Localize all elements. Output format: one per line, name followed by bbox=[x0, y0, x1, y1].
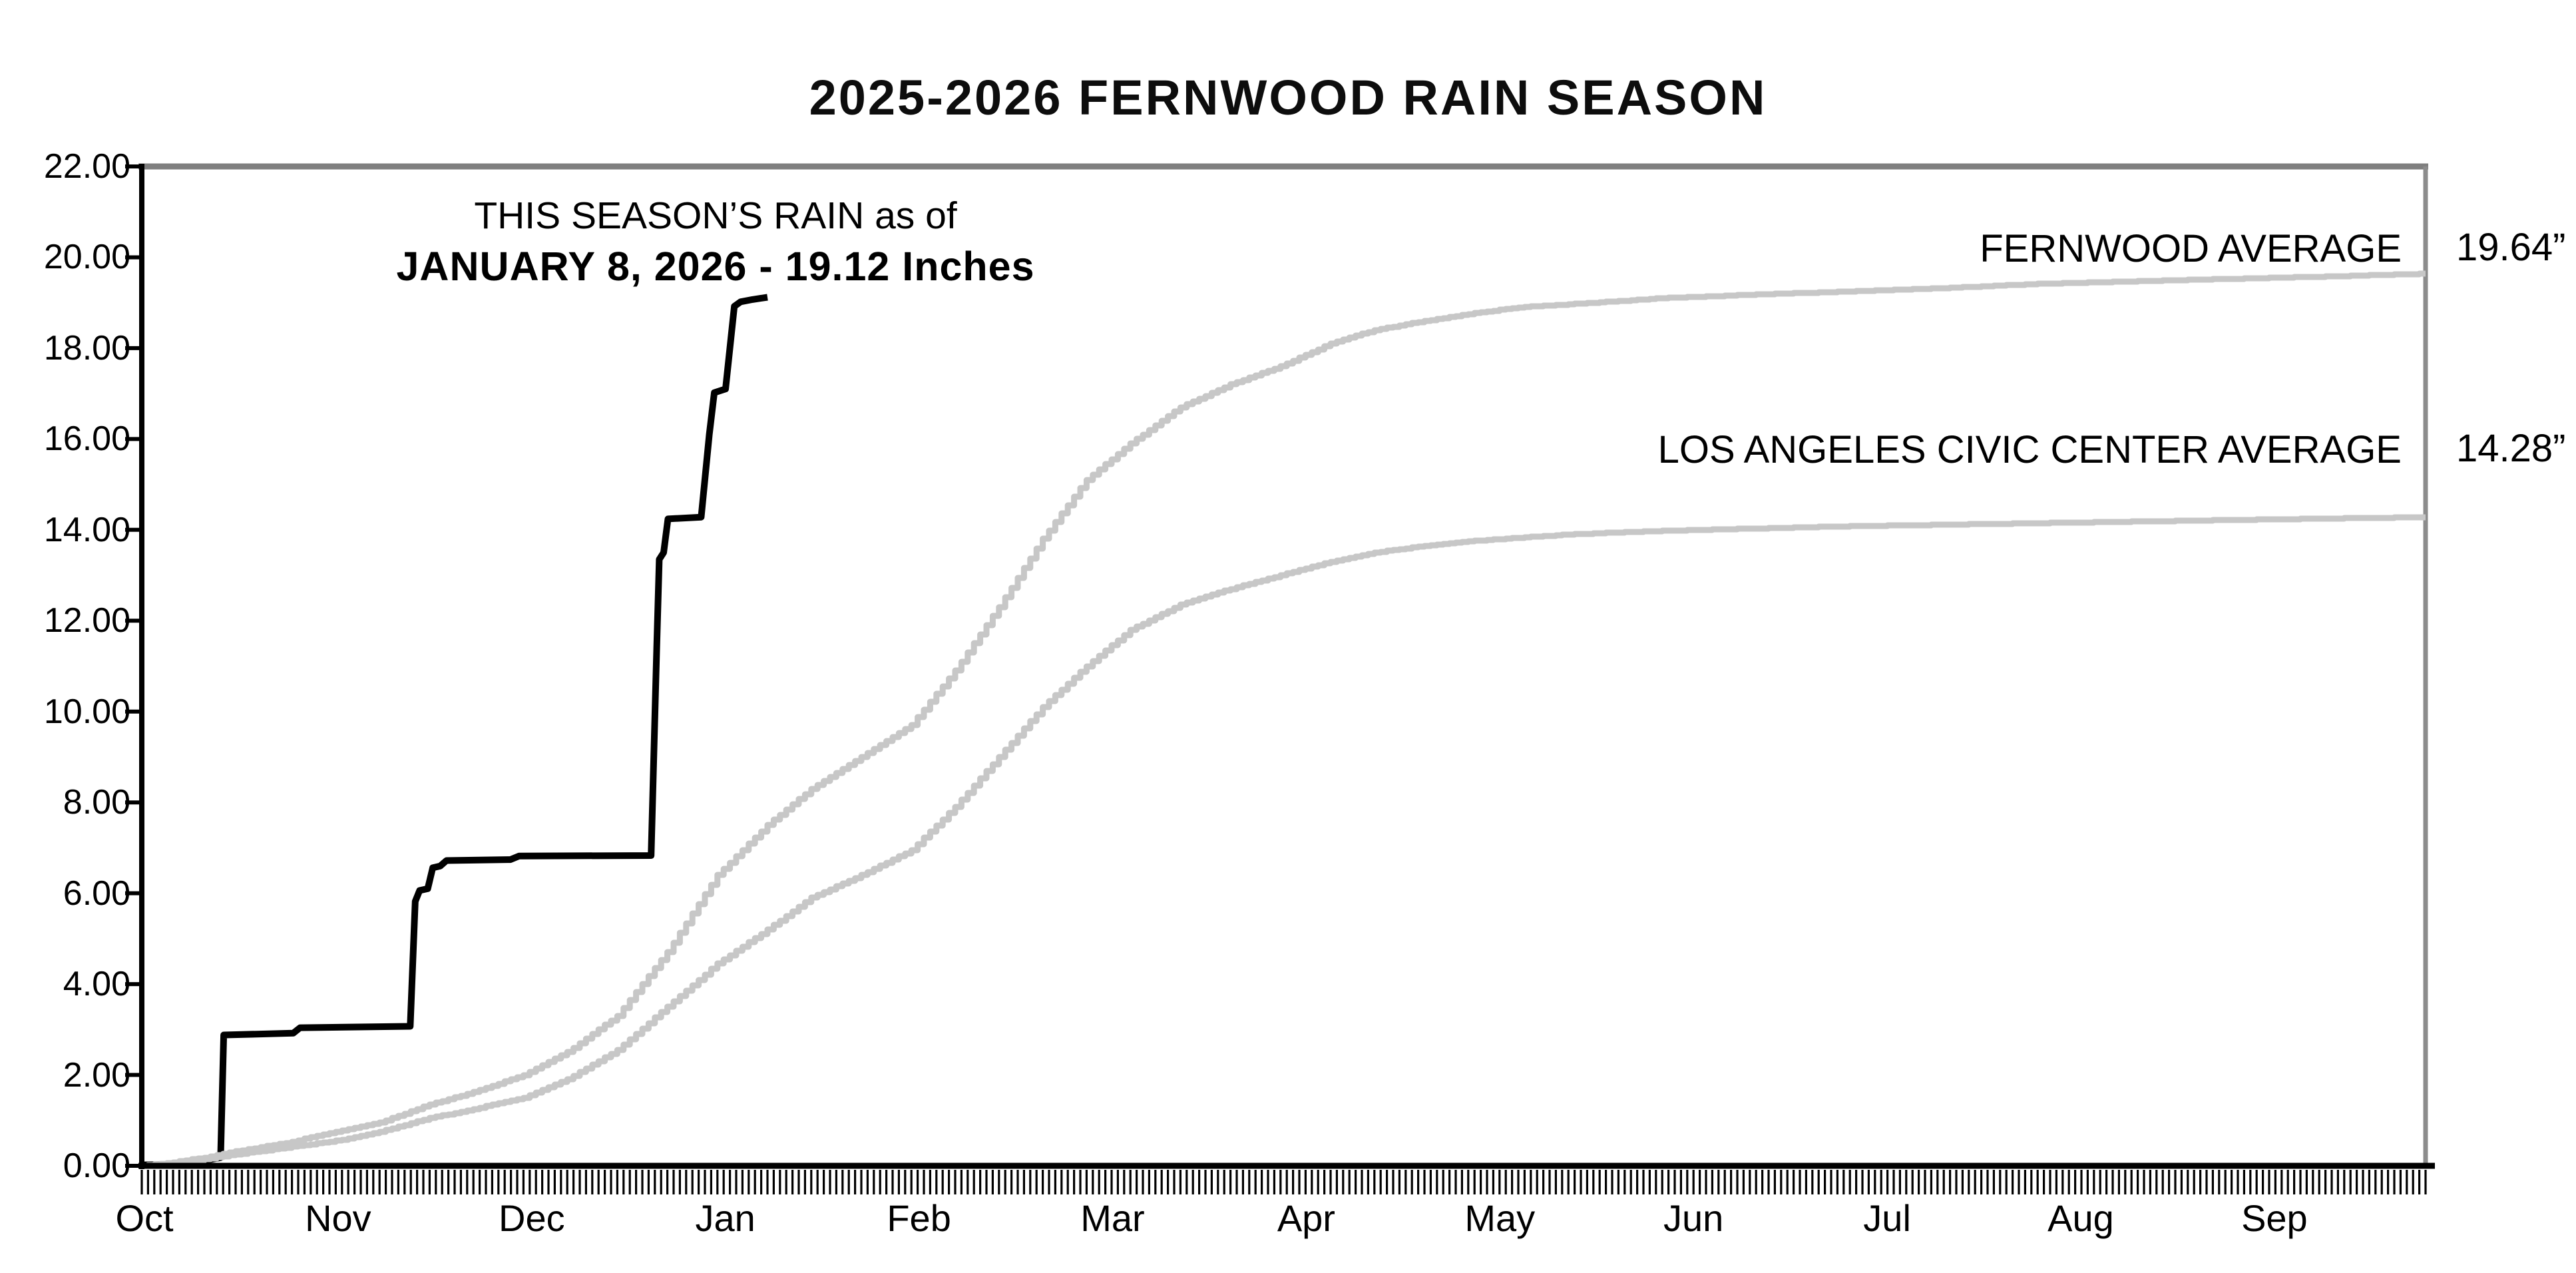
month-label-jan: Jan bbox=[695, 1197, 755, 1239]
season-rain-line bbox=[141, 294, 768, 1168]
month-label-jul: Jul bbox=[1863, 1197, 1911, 1239]
fernwood-average-value: 19.64” bbox=[2456, 226, 2566, 269]
la-average-value: 14.28” bbox=[2456, 427, 2566, 470]
x-axis-daily-ticks bbox=[140, 1170, 2427, 1194]
y-tick-label-18.00: 18.00 bbox=[43, 328, 130, 368]
y-tick-label-2.00: 2.00 bbox=[63, 1055, 130, 1095]
la-average-label: LOS ANGELES CIVIC CENTER AVERAGE bbox=[1657, 428, 2402, 471]
month-label-aug: Aug bbox=[2047, 1197, 2114, 1239]
month-label-apr: Apr bbox=[1277, 1197, 1335, 1239]
annotation-line-1: THIS SEASON’S RAIN as of bbox=[474, 194, 957, 237]
fernwood-average-label: FERNWOOD AVERAGE bbox=[1980, 227, 2402, 270]
month-label-oct: Oct bbox=[115, 1197, 174, 1239]
y-tick-label-0.00: 0.00 bbox=[63, 1146, 130, 1185]
y-tick-label-20.00: 20.00 bbox=[43, 238, 130, 277]
month-label-nov: Nov bbox=[305, 1197, 371, 1239]
y-tick-label-4.00: 4.00 bbox=[63, 965, 130, 1004]
y-tick-label-10.00: 10.00 bbox=[43, 692, 130, 731]
month-label-dec: Dec bbox=[499, 1197, 565, 1239]
month-label-may: May bbox=[1464, 1197, 1536, 1239]
y-axis-ticks bbox=[125, 164, 142, 1168]
month-label-feb: Feb bbox=[887, 1197, 951, 1239]
y-tick-label-8.00: 8.00 bbox=[63, 783, 130, 822]
y-tick-label-22.00: 22.00 bbox=[43, 147, 130, 186]
y-tick-label-6.00: 6.00 bbox=[63, 874, 130, 913]
chart-title: 2025-2026 FERNWOOD RAIN SEASON bbox=[809, 70, 1767, 125]
la-average-line bbox=[142, 514, 2426, 1169]
fernwood-average-line bbox=[142, 270, 2426, 1169]
season-annotation: THIS SEASON’S RAIN as of JANUARY 8, 2026… bbox=[293, 190, 1138, 292]
y-tick-label-16.00: 16.00 bbox=[43, 419, 130, 459]
month-label-jun: Jun bbox=[1663, 1197, 1724, 1239]
y-tick-label-14.00: 14.00 bbox=[43, 510, 130, 549]
month-label-mar: Mar bbox=[1080, 1197, 1145, 1239]
annotation-line-2: JANUARY 8, 2026 - 19.12 Inches bbox=[396, 244, 1035, 289]
y-tick-label-12.00: 12.00 bbox=[43, 601, 130, 640]
month-label-sep: Sep bbox=[2241, 1197, 2308, 1239]
